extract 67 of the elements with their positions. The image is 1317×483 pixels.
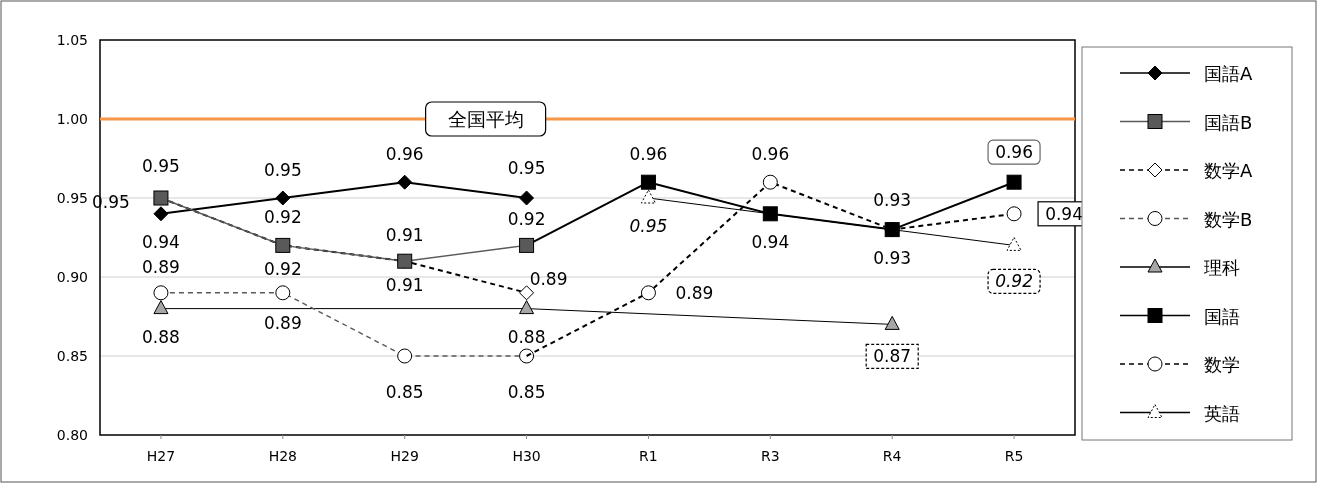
legend-label: 理科 — [1204, 257, 1240, 278]
data-label: 0.92 — [263, 259, 302, 280]
x-tick-label: H28 — [268, 448, 297, 464]
point — [519, 348, 535, 364]
x-tick-label: R5 — [1004, 448, 1024, 464]
legend-label: 国語B — [1204, 111, 1253, 133]
point — [153, 206, 169, 222]
data-label: 0.88 — [142, 326, 180, 347]
data-label: 0.92 — [995, 271, 1033, 292]
y-tick-label: 1.05 — [56, 32, 88, 48]
data-label: 0.92 — [263, 207, 302, 228]
point — [397, 174, 413, 190]
data-label: 0.89 — [142, 256, 180, 277]
data-label: 0.92 — [507, 209, 546, 230]
x-tick-label: R1 — [639, 448, 658, 464]
point — [762, 206, 778, 222]
data-label: 0.95 — [142, 156, 180, 176]
y-tick-label: 0.80 — [56, 427, 88, 443]
data-label: 0.94 — [1045, 203, 1083, 224]
point — [519, 190, 535, 206]
legend-label: 国語 — [1204, 305, 1240, 327]
data-label: 0.96 — [995, 142, 1033, 163]
data-label: 0.95 — [263, 160, 302, 180]
y-tick-label: 0.90 — [56, 269, 88, 285]
legend-label: 数学A — [1204, 160, 1253, 181]
data-label: 0.89 — [675, 282, 714, 303]
data-label: 0.93 — [873, 247, 912, 268]
x-tick-label: H27 — [146, 448, 176, 464]
data-label: 0.87 — [873, 346, 912, 367]
point — [1006, 206, 1022, 222]
data-label: 0.96 — [385, 144, 424, 165]
legend-label: 数学 — [1204, 354, 1240, 375]
legend-label: 数学B — [1204, 208, 1253, 230]
point — [640, 174, 656, 190]
x-tick-label: R3 — [760, 448, 780, 464]
ref-label: 全国平均 — [425, 101, 547, 137]
point — [884, 315, 900, 330]
data-label: 0.95 — [629, 216, 668, 236]
data-label: 0.89 — [529, 268, 568, 289]
data-label: 0.88 — [507, 326, 546, 347]
x-tick-label: R4 — [882, 448, 902, 464]
y-tick-label: 0.85 — [56, 348, 88, 364]
point — [275, 190, 291, 206]
data-label: 0.96 — [751, 144, 790, 165]
x-tick-label: H29 — [390, 448, 419, 464]
y-tick-label: 1.00 — [56, 111, 88, 127]
point — [519, 300, 535, 315]
data-label: 0.93 — [873, 189, 912, 210]
data-label: 0.89 — [263, 312, 302, 333]
y-tick-label: 0.95 — [56, 190, 88, 206]
point — [519, 285, 535, 301]
x-tick-label: H30 — [512, 448, 541, 464]
legend-label: 国語A — [1204, 63, 1253, 84]
data-label: 0.91 — [385, 225, 424, 246]
legend-label: 英語 — [1204, 402, 1240, 424]
data-label: 0.85 — [385, 382, 424, 402]
point — [1006, 174, 1022, 190]
data-label: 0.91 — [385, 275, 424, 296]
point — [640, 285, 656, 301]
data-label: 0.96 — [629, 144, 668, 165]
data-label: 0.95 — [507, 158, 546, 178]
point — [153, 300, 169, 315]
ref-line-label: 全国平均 — [447, 108, 524, 130]
point — [762, 174, 778, 190]
data-label: 0.85 — [507, 382, 546, 402]
data-label: 0.94 — [142, 231, 180, 252]
data-label: 0.94 — [751, 231, 790, 252]
